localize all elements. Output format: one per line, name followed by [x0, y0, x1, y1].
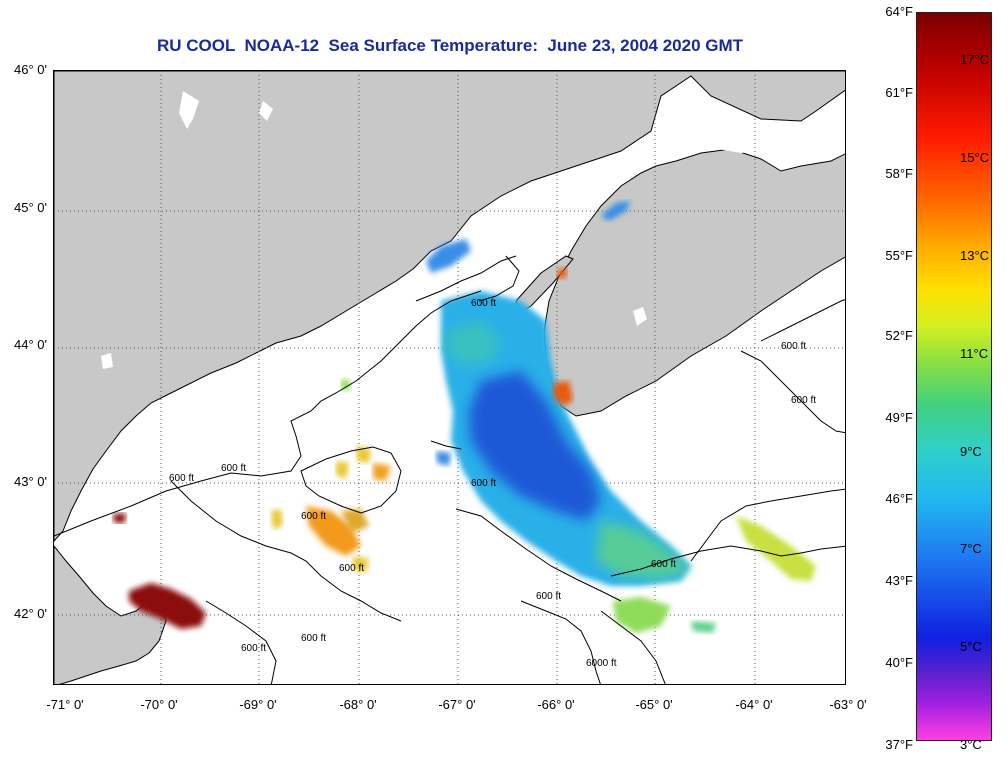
colorbar-label-f: 64°F	[885, 4, 913, 19]
lat-label-42: 42° 0'	[14, 606, 47, 621]
lon-label-71: -71° 0'	[46, 697, 84, 712]
contour-label: 600 ft	[471, 298, 496, 309]
contour-label: 600 ft	[301, 511, 326, 522]
colorbar-label-c: 13°C	[960, 248, 990, 263]
temperature-colorbar	[916, 12, 992, 741]
lon-label-67: -67° 0'	[438, 697, 476, 712]
contour-label: 600 ft	[221, 463, 246, 474]
contour-label: 600 ft	[471, 478, 496, 489]
lon-label-63: -63° 0'	[829, 697, 867, 712]
colorbar-label-c: 11°C	[960, 346, 989, 361]
lakes	[101, 91, 761, 369]
colorbar-label-c: 5°C	[960, 639, 982, 654]
contour-label: 600 ft	[169, 473, 194, 484]
colorbar-label-c: 7°C	[960, 541, 982, 556]
lat-label-44: 44° 0'	[14, 337, 47, 352]
colorbar-label-f: 58°F	[885, 166, 913, 181]
colorbar-label-c: 17°C	[960, 52, 990, 67]
colorbar-label-f: 46°F	[885, 491, 913, 506]
land-nova-scotia	[543, 148, 845, 417]
contour-label: 600 ft	[536, 591, 561, 602]
lon-label-70: -70° 0'	[140, 697, 178, 712]
colorbar-label-f: 37°F	[885, 737, 913, 752]
lon-label-65: -65° 0'	[635, 697, 673, 712]
colorbar-label-f: 43°F	[885, 573, 913, 588]
contour-label: 600 ft	[301, 633, 326, 644]
lon-label-64: -64° 0'	[735, 697, 773, 712]
lon-label-69: -69° 0'	[239, 697, 277, 712]
colorbar-label-f: 40°F	[885, 655, 913, 670]
land-new-england	[54, 71, 845, 542]
contour-label: 600 ft	[781, 341, 806, 352]
contour-label: 600 ft	[241, 643, 266, 654]
depth-contours	[54, 255, 845, 684]
colorbar-label-f: 55°F	[885, 248, 913, 263]
lat-label-45: 45° 0'	[14, 200, 47, 215]
contour-label: 600 ft	[791, 395, 816, 406]
contour-labels: 600 ft 600 ft 600 ft 600 ft 600 ft 600 f…	[169, 298, 816, 669]
map-title: RU COOL NOAA-12 Sea Surface Temperature:…	[156, 36, 744, 55]
lon-label-66: -66° 0'	[537, 697, 575, 712]
lat-label-46: 46° 0'	[14, 62, 47, 77]
colorbar-label-c: 15°C	[960, 150, 990, 165]
sst-map: 600 ft 600 ft 600 ft 600 ft 600 ft 600 f…	[53, 70, 846, 685]
colorbar-label-c: 3°C	[960, 737, 982, 752]
colorbar-label-f: 49°F	[885, 410, 913, 425]
lat-label-43: 43° 0'	[14, 474, 47, 489]
lon-label-68: -68° 0'	[339, 697, 377, 712]
colorbar-label-c: 9°C	[960, 444, 982, 459]
colorbar-label-f: 61°F	[885, 85, 913, 100]
sst-data-layer	[113, 201, 816, 633]
contour-label: 600 ft	[339, 563, 364, 574]
contour-label-deep: 6000 ft	[586, 658, 617, 669]
colorbar-label-f: 52°F	[885, 328, 913, 343]
sst-map-svg: 600 ft 600 ft 600 ft 600 ft 600 ft 600 f…	[54, 71, 845, 684]
contour-label: 600 ft	[651, 559, 676, 570]
